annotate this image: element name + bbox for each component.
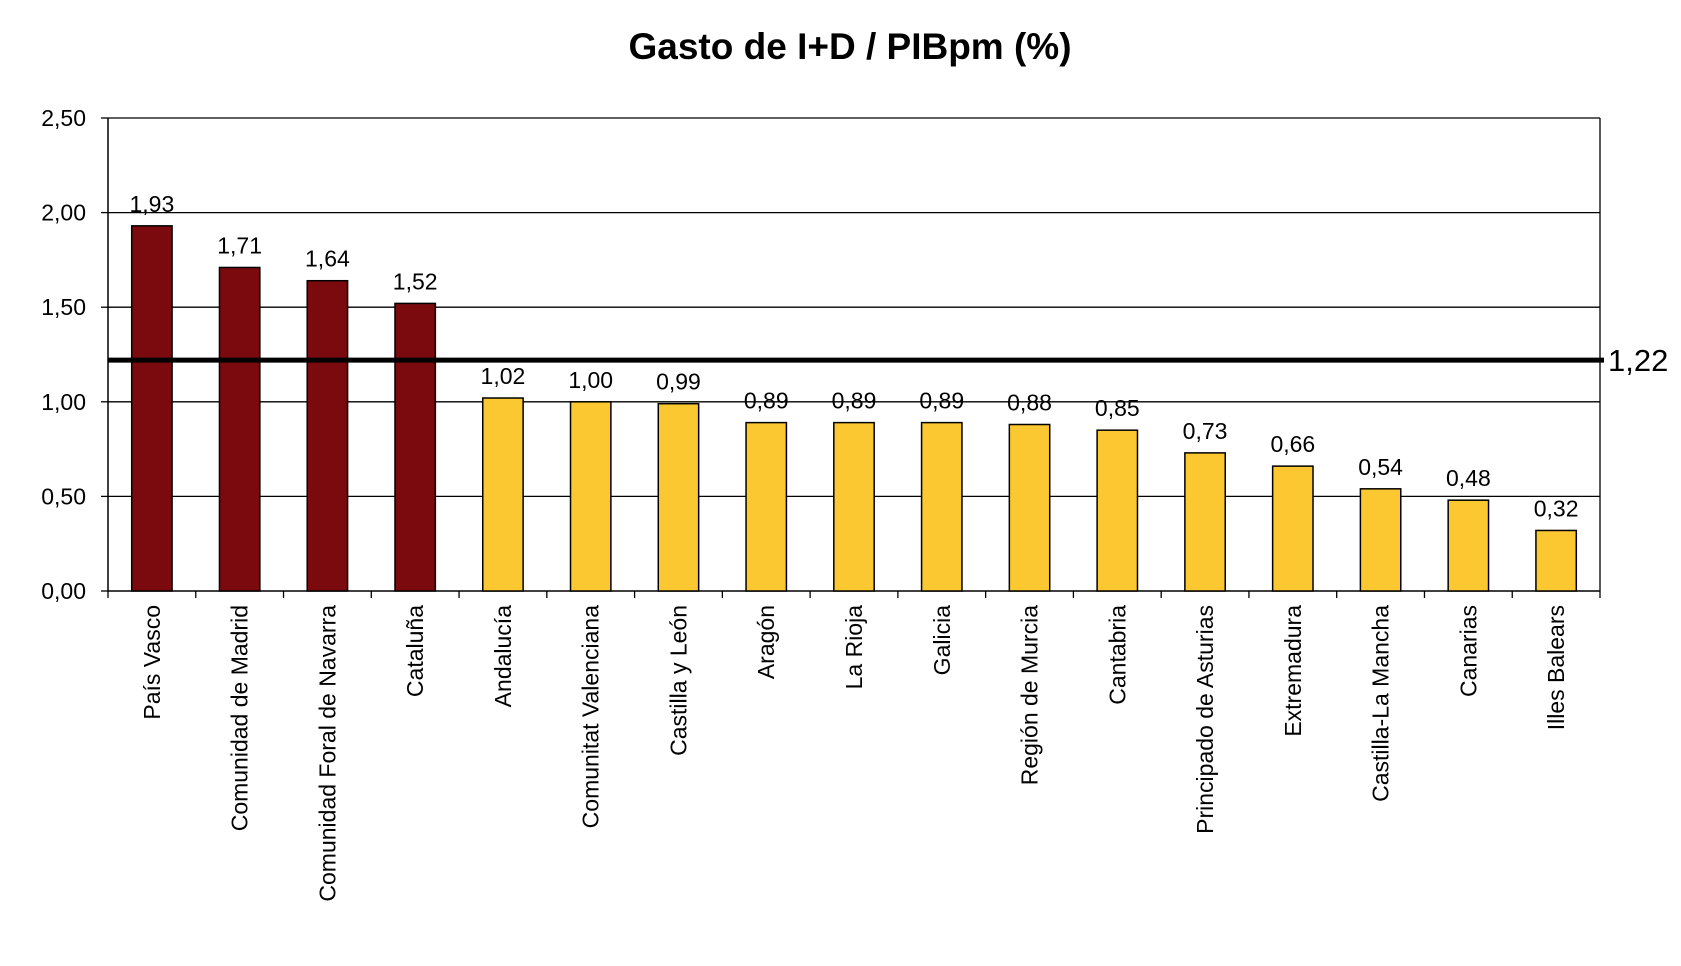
bar [394, 302, 437, 592]
category-label: Principado de Asturias [1192, 605, 1218, 834]
category-label: Comunidad Foral de Navarra [314, 605, 340, 902]
bar [1008, 423, 1051, 592]
bar-value-label: 0,85 [1095, 395, 1140, 421]
category-label: Región de Murcia [1017, 605, 1043, 785]
category-label: Aragón [753, 605, 779, 679]
bar-value-label: 0,99 [656, 369, 701, 395]
bar [833, 421, 875, 592]
reference-line-label: 1,22 [1608, 343, 1668, 378]
y-tick-label: 2,50 [41, 105, 86, 131]
category-label: Castilla-La Mancha [1368, 605, 1394, 802]
bar [482, 397, 524, 592]
category-label: País Vasco [139, 605, 165, 720]
bar [1447, 499, 1490, 592]
y-tick-label: 1,00 [41, 389, 86, 415]
bar [130, 225, 173, 592]
bar [1359, 488, 1402, 592]
category-label: La Rioja [841, 605, 867, 690]
y-tick-label: 0,00 [41, 578, 86, 604]
bar-value-label: 1,00 [568, 367, 613, 393]
category-label: Illes Balears [1543, 605, 1569, 730]
bar-value-label: 0,89 [832, 388, 877, 414]
category-label: Comunidad de Madrid [227, 605, 253, 831]
bar-value-label: 0,32 [1534, 495, 1579, 521]
bar [920, 421, 963, 592]
bar [657, 402, 700, 592]
bar-value-label: 0,89 [919, 388, 964, 414]
bar [1184, 452, 1226, 592]
bar [1096, 429, 1139, 592]
category-label: Cantabria [1104, 605, 1130, 705]
bar-value-label: 1,64 [305, 246, 350, 272]
bar [306, 279, 349, 592]
bar [745, 421, 788, 592]
bar [1535, 529, 1578, 592]
bar-value-label: 1,93 [129, 191, 174, 217]
bar-value-label: 1,02 [481, 363, 526, 389]
category-label: Canarias [1455, 605, 1481, 697]
category-label: Comunitat Valenciana [578, 605, 604, 829]
y-tick-label: 1,50 [41, 294, 86, 320]
category-label: Extremadura [1280, 605, 1306, 737]
bar-value-label: 0,89 [744, 388, 789, 414]
bar-value-label: 0,73 [1183, 418, 1228, 444]
bar-value-label: 0,66 [1270, 431, 1315, 457]
y-tick-label: 0,50 [41, 483, 86, 509]
bar-value-label: 0,48 [1446, 465, 1491, 491]
bar [218, 266, 261, 592]
bar-value-label: 0,54 [1358, 454, 1403, 480]
category-label: Castilla y León [665, 605, 691, 756]
chart-title: Gasto de I+D / PIBpm (%) [628, 26, 1071, 67]
bar-value-label: 1,71 [217, 232, 262, 258]
bar-value-label: 0,88 [1007, 390, 1052, 416]
category-label: Andalucía [490, 605, 516, 708]
y-tick-label: 2,00 [41, 200, 86, 226]
bar-value-label: 1,52 [393, 268, 438, 294]
category-label: Cataluña [402, 605, 428, 697]
bar [1271, 465, 1314, 592]
bar [569, 401, 612, 592]
category-label: Galicia [929, 605, 955, 676]
